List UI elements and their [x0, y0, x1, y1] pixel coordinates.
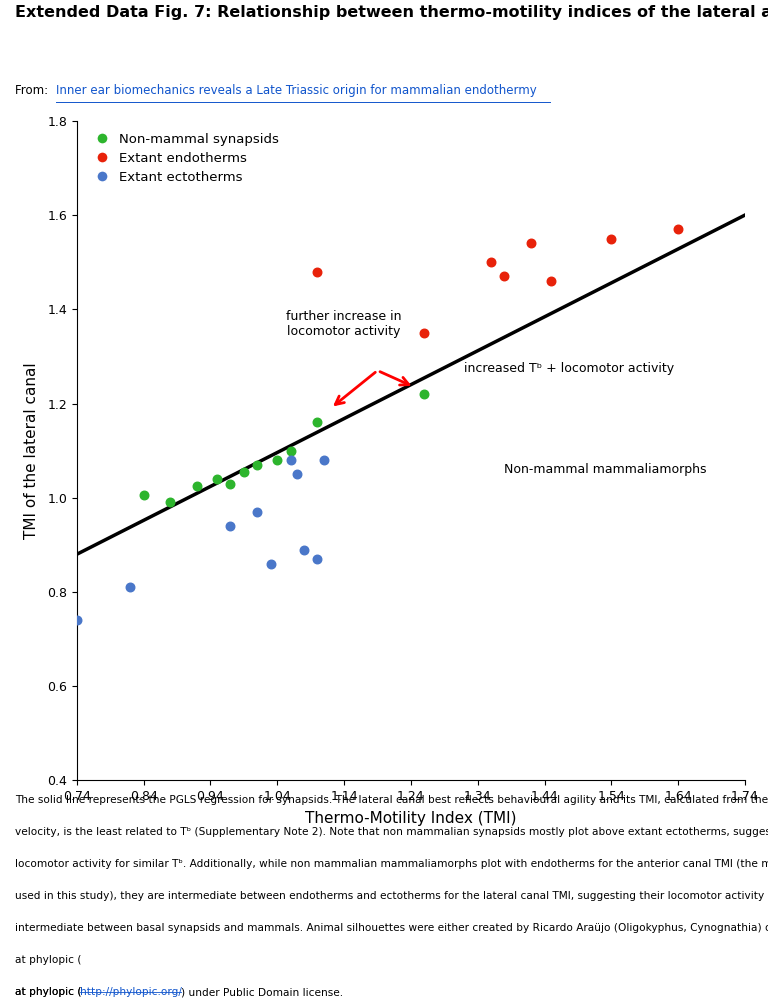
Text: Non-mammal mammaliamorphs: Non-mammal mammaliamorphs — [505, 463, 707, 476]
Text: velocity, is the least related to Tᵇ (Supplementary Note 2). Note that non mamma: velocity, is the least related to Tᵇ (Su… — [15, 827, 768, 837]
Point — [672, 222, 684, 238]
Text: used in this study), they are intermediate between endotherms and ectotherms for: used in this study), they are intermedia… — [15, 891, 768, 901]
X-axis label: Thermo-Motility Index (TMI): Thermo-Motility Index (TMI) — [305, 812, 517, 827]
Point — [498, 268, 511, 284]
Point — [418, 386, 430, 402]
Point — [418, 325, 430, 341]
Point — [485, 254, 497, 270]
Y-axis label: TMI of the lateral canal: TMI of the lateral canal — [24, 363, 38, 539]
Point — [271, 452, 283, 468]
Text: The solid line represents the PGLS regression for synapsids. The lateral canal b: The solid line represents the PGLS regre… — [15, 795, 768, 805]
Text: at phylopic (: at phylopic ( — [15, 987, 82, 997]
Text: intermediate between basal synapsids and mammals. Animal silhouettes were either: intermediate between basal synapsids and… — [15, 923, 768, 933]
Point — [251, 504, 263, 520]
Point — [311, 551, 323, 567]
Text: increased Tᵇ + locomotor activity: increased Tᵇ + locomotor activity — [465, 362, 674, 375]
Point — [291, 466, 303, 482]
Text: Inner ear biomechanics reveals a Late Triassic origin for mammalian endothermy: Inner ear biomechanics reveals a Late Tr… — [56, 84, 537, 97]
Point — [605, 231, 617, 247]
Point — [191, 478, 204, 494]
Point — [318, 452, 330, 468]
Point — [525, 236, 538, 252]
Point — [124, 579, 137, 595]
Text: further increase in
locomotor activity: further increase in locomotor activity — [286, 309, 402, 337]
Point — [137, 487, 150, 504]
Text: locomotor activity for similar Tᵇ. Additionally, while non mammalian mammaliamor: locomotor activity for similar Tᵇ. Addit… — [15, 859, 768, 869]
Point — [224, 518, 237, 534]
Text: at phylopic (: at phylopic ( — [15, 987, 82, 997]
Point — [224, 475, 237, 491]
Point — [264, 556, 276, 572]
Point — [298, 542, 310, 558]
Point — [71, 612, 83, 628]
Point — [311, 264, 323, 280]
Point — [211, 471, 223, 487]
Text: From:: From: — [15, 84, 52, 97]
Text: at phylopic (: at phylopic ( — [15, 955, 82, 965]
Point — [164, 494, 177, 511]
Point — [238, 464, 250, 480]
Point — [284, 452, 296, 468]
Point — [284, 442, 296, 458]
Text: ) under Public Domain license.: ) under Public Domain license. — [181, 987, 343, 997]
Point — [545, 273, 558, 289]
Point — [251, 457, 263, 473]
Point — [311, 414, 323, 430]
Text: http://phylopic.org/: http://phylopic.org/ — [80, 987, 182, 997]
Legend: Non-mammal synapsids, Extant endotherms, Extant ectotherms: Non-mammal synapsids, Extant endotherms,… — [84, 128, 284, 189]
Text: Extended Data Fig. 7: Relationship between thermo-motility indices of the latera: Extended Data Fig. 7: Relationship betwe… — [15, 5, 768, 20]
